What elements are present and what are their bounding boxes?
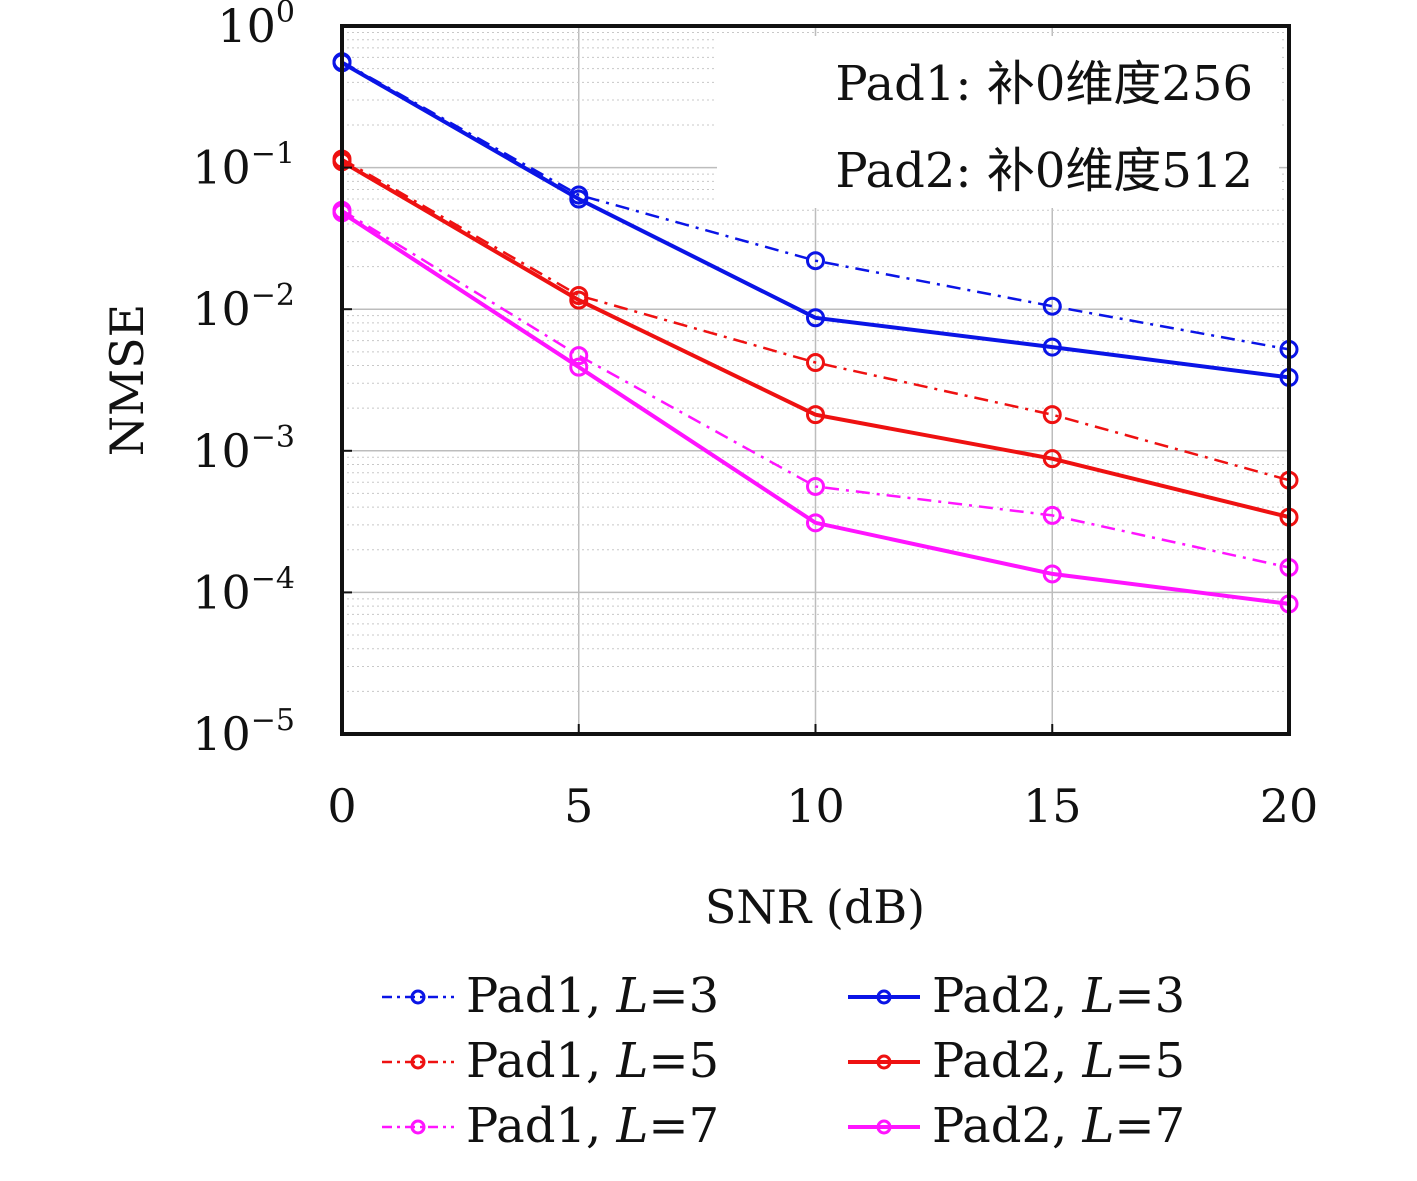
- legend-item: Pad2, L=7: [848, 1098, 1185, 1154]
- legend-label: Pad2, L=7: [932, 1098, 1185, 1154]
- legend-marker: [876, 989, 892, 1005]
- x-tick-label: 20: [1260, 779, 1319, 833]
- x-tick-label: 0: [327, 779, 356, 833]
- legend-item: Pad1, L=3: [382, 968, 719, 1024]
- x-tick-label: 5: [564, 779, 593, 833]
- legend-label: Pad1, L=7: [466, 1098, 719, 1154]
- y-tick-label: 10−1: [192, 137, 295, 195]
- legend-label: Pad2, L=5: [932, 1033, 1185, 1089]
- y-axis-title: NMSE: [100, 304, 154, 456]
- legend-marker: [410, 1119, 426, 1135]
- y-tick-label: 10−2: [192, 278, 295, 336]
- x-tick-label: 10: [786, 779, 845, 833]
- legend-marker: [876, 1054, 892, 1070]
- annotation-box: Pad1: 补0维度256 Pad2: 补0维度512: [717, 36, 1279, 208]
- legend-item: Pad1, L=7: [382, 1098, 719, 1154]
- data-point: [1042, 449, 1062, 469]
- data-point: [806, 251, 825, 271]
- data-point: [569, 346, 589, 366]
- series-line: [341, 157, 1290, 482]
- y-tick-label: 100: [217, 0, 295, 53]
- data-point: [806, 513, 825, 533]
- y-tick-label: 10−5: [192, 703, 295, 761]
- data-point: [1042, 405, 1062, 425]
- x-axis-title: SNR (dB): [705, 880, 925, 934]
- data-point: [569, 189, 589, 209]
- legend-label: Pad1, L=5: [466, 1033, 719, 1089]
- series-line: [340, 159, 1290, 520]
- data-point: [1042, 296, 1062, 316]
- series-line: [341, 60, 1290, 351]
- y-tick-label: 10−3: [192, 420, 295, 478]
- data-point: [1042, 564, 1062, 584]
- legend-marker: [876, 1119, 892, 1135]
- series-line: [341, 61, 1290, 380]
- plot-series: [332, 52, 1299, 614]
- legend-marker: [410, 989, 426, 1005]
- series-line: [341, 209, 1290, 569]
- legend-item: Pad2, L=3: [848, 968, 1185, 1024]
- legend-label: Pad2, L=3: [932, 968, 1185, 1024]
- data-point: [1042, 337, 1062, 357]
- legend: Pad1, L=3 Pad2, L=3 Pad1, L=5 Pad2, L=5 Pad1…: [382, 968, 1185, 1154]
- x-tick-label: 15: [1023, 779, 1082, 833]
- data-point: [806, 308, 825, 328]
- data-point: [1042, 505, 1062, 525]
- data-point: [569, 290, 589, 310]
- data-point: [569, 357, 589, 377]
- data-point: [806, 476, 825, 496]
- legend-label: Pad1, L=3: [466, 968, 719, 1024]
- series-line: [340, 211, 1290, 606]
- y-tick-label: 10−4: [192, 561, 295, 619]
- legend-item: Pad1, L=5: [382, 1033, 719, 1089]
- annotation-pad2: Pad2: 补0维度512: [835, 143, 1253, 199]
- annotation-pad1: Pad1: 补0维度256: [835, 56, 1253, 112]
- legend-item: Pad2, L=5: [848, 1033, 1185, 1089]
- legend-marker: [410, 1054, 426, 1070]
- data-point: [806, 353, 825, 373]
- data-point: [806, 405, 825, 425]
